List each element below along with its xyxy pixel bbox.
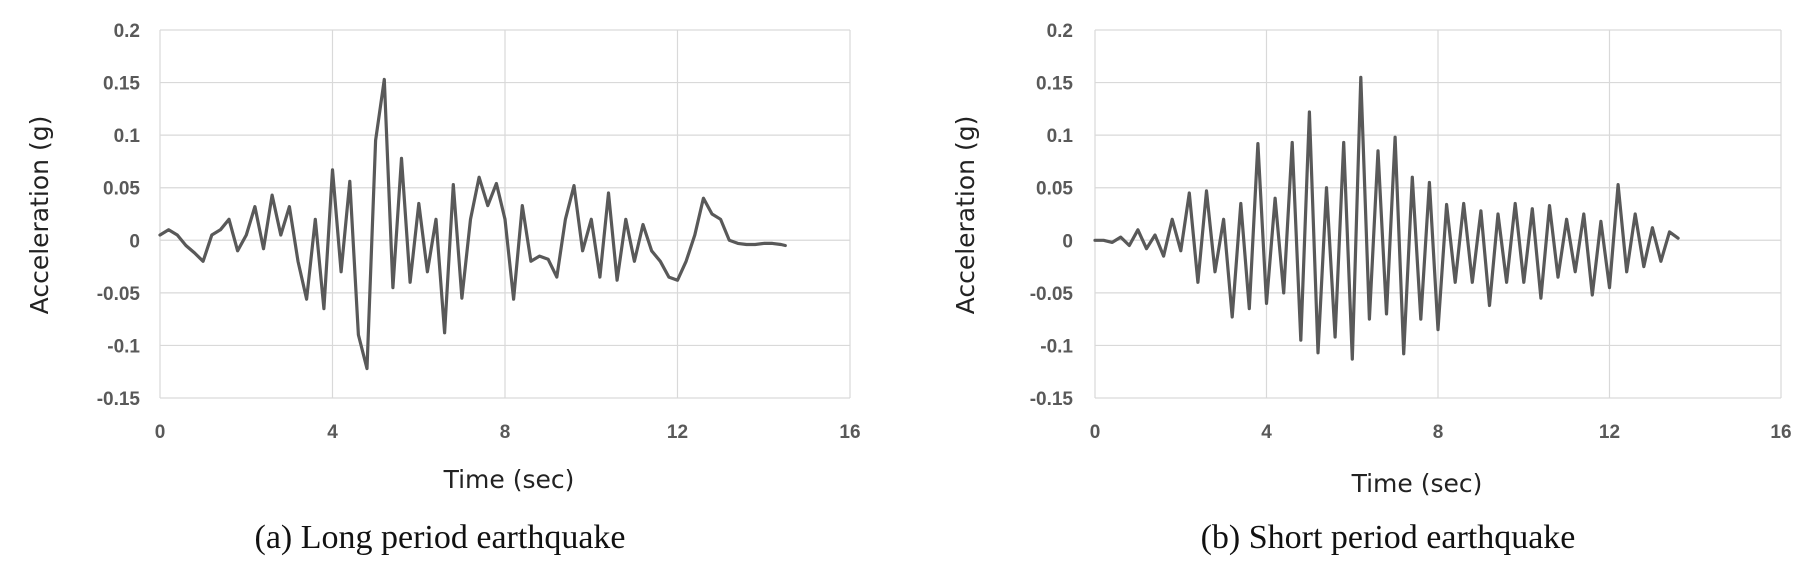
y-tick-label: 0.05: [103, 179, 140, 200]
chart-short-period: 0.2 0.15 0.1 0.05 0 -0.05 -0.1 -0.15 0 4 8 12 16 Time…: [951, 21, 1792, 556]
y-tick-label: 0.2: [1047, 21, 1073, 42]
x-tick-label: 4: [1261, 422, 1272, 443]
series-line: [1093, 75, 1680, 361]
x-tick-label: 8: [500, 422, 511, 443]
y-tick-label: -0.05: [97, 284, 141, 305]
x-tick-label: 16: [1770, 422, 1791, 443]
y-tick-label: 0: [129, 231, 140, 252]
y-tick-label: -0.15: [97, 389, 141, 410]
y-tick-label: 0.1: [114, 126, 141, 147]
y-axis-label: Acceleration (g): [25, 116, 54, 315]
y-tick-label: -0.15: [1030, 389, 1074, 410]
y-tick-label: 0.15: [1036, 74, 1073, 95]
y-axis-label: Acceleration (g): [951, 116, 980, 315]
x-tick-label: 0: [1090, 422, 1101, 443]
x-axis-label: Time (sec): [1351, 469, 1483, 498]
y-tick-label: 0.1: [1047, 126, 1074, 147]
y-tick-label: 0.2: [114, 21, 140, 42]
x-tick-label: 4: [327, 422, 338, 443]
x-tick-label: 8: [1433, 422, 1444, 443]
y-tick-label: 0: [1062, 231, 1073, 252]
x-tick-label: 12: [667, 422, 688, 443]
y-tick-label: -0.1: [107, 336, 140, 357]
y-tick-label: 0.15: [103, 74, 140, 95]
y-tick-label: -0.1: [1040, 336, 1073, 357]
x-tick-label: 16: [839, 422, 860, 443]
y-tick-label: 0.05: [1036, 179, 1073, 200]
chart-long-period: 0.2 0.15 0.1 0.05 0 -0.05 -0.1 -0.15 0 4 8 12 16 Time…: [25, 21, 861, 556]
chart-caption: (a) Long period earthquake: [255, 519, 626, 556]
chart-caption: (b) Short period earthquake: [1201, 519, 1576, 556]
x-axis-label: Time (sec): [443, 465, 575, 494]
x-tick-label: 0: [155, 422, 166, 443]
series-line: [158, 77, 787, 371]
y-tick-label: -0.05: [1030, 284, 1074, 305]
x-tick-label: 12: [1599, 422, 1620, 443]
